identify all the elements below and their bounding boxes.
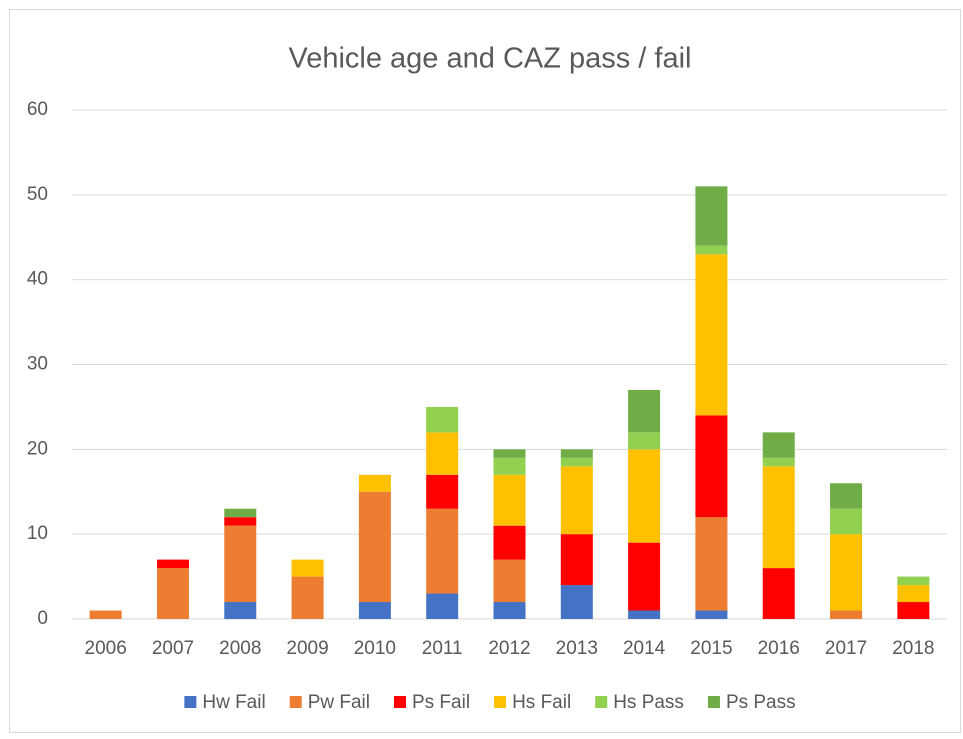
bar-segment (426, 432, 459, 475)
y-tick-label: 50 (27, 184, 48, 205)
bar-segment (560, 449, 593, 458)
bar-segment (695, 415, 728, 518)
legend-label: Ps Pass (726, 692, 796, 713)
bar-segment (358, 474, 391, 492)
legend-label: Hs Fail (512, 692, 571, 713)
bar-segment (830, 610, 863, 619)
x-tick-label: 2012 (488, 638, 530, 659)
bar-segment (291, 576, 324, 619)
bar-segment (695, 517, 728, 611)
bar-segment (358, 602, 391, 619)
legend-label: Ps Fail (412, 692, 470, 713)
bar-segment (493, 602, 526, 619)
bar-segment (897, 602, 930, 619)
bar-segment (762, 432, 795, 458)
bar-segment (628, 432, 661, 450)
x-tick-label: 2018 (892, 638, 934, 659)
bar-segment (830, 534, 863, 611)
bar-segment (560, 457, 593, 467)
bar-segment (156, 568, 189, 619)
bar-segment (291, 559, 324, 577)
y-tick-label: 60 (27, 99, 48, 120)
y-tick-label: 30 (27, 354, 48, 375)
legend-swatch (393, 696, 406, 708)
bar-segment (628, 610, 661, 619)
bar-segment (89, 610, 122, 619)
bar-segment (560, 585, 593, 619)
x-tick-label: 2017 (825, 638, 867, 659)
bar-segment (762, 568, 795, 619)
x-tick-label: 2013 (556, 638, 598, 659)
y-tick-label: 40 (27, 269, 48, 290)
bar-segment (224, 508, 257, 518)
x-tick-label: 2009 (286, 638, 328, 659)
bar-segment (224, 525, 257, 603)
bar-segment (358, 491, 391, 603)
y-tick-label: 0 (37, 608, 48, 629)
bar-segment (897, 585, 930, 603)
bar-segment (493, 525, 526, 560)
x-tick-label: 2010 (354, 638, 396, 659)
bar-segment (426, 406, 459, 433)
legend-swatch (595, 696, 608, 708)
bar-segment (224, 517, 257, 526)
bar-segment (224, 602, 257, 619)
bar-segment (493, 559, 526, 603)
bar-segment (695, 245, 728, 255)
x-tick-label: 2016 (758, 638, 800, 659)
bar-segment (493, 474, 526, 526)
legend-swatch (494, 696, 507, 708)
y-tick-label: 20 (27, 438, 48, 459)
bar-segment (426, 508, 459, 594)
bar-segment (560, 534, 593, 586)
x-tick-label: 2008 (219, 638, 261, 659)
legend-label: Hw Fail (202, 692, 265, 713)
legend-label: Hs Pass (613, 692, 684, 713)
bar-segment (628, 542, 661, 611)
bar-segment (493, 449, 526, 458)
bar-segment (695, 610, 728, 619)
x-tick-label: 2011 (422, 638, 463, 659)
bar-segment (830, 508, 863, 535)
chart-title: Vehicle age and CAZ pass / fail (288, 43, 691, 75)
x-tick-label: 2006 (85, 638, 127, 659)
chart-frame (9, 9, 961, 733)
bar-segment (628, 449, 661, 543)
bar-segment (762, 457, 795, 467)
bar-segment (628, 389, 661, 433)
x-tick-label: 2014 (623, 638, 666, 659)
bar-segment (426, 474, 459, 509)
bar-segment (426, 593, 459, 619)
bar-segment (560, 466, 593, 535)
legend-swatch (184, 696, 197, 708)
bar-segment (897, 576, 930, 586)
x-tick-label: 2015 (690, 638, 732, 659)
bar-segment (695, 254, 728, 416)
bar-segment (493, 457, 526, 475)
x-tick-label: 2007 (152, 638, 194, 659)
y-tick-label: 10 (27, 523, 48, 544)
legend-label: Pw Fail (308, 692, 370, 713)
bar-segment (762, 466, 795, 569)
legend-swatch (289, 696, 302, 708)
bar-segment (156, 559, 189, 569)
bar-segment (830, 483, 863, 509)
bar-segment (695, 186, 728, 246)
legend-swatch (707, 696, 720, 708)
